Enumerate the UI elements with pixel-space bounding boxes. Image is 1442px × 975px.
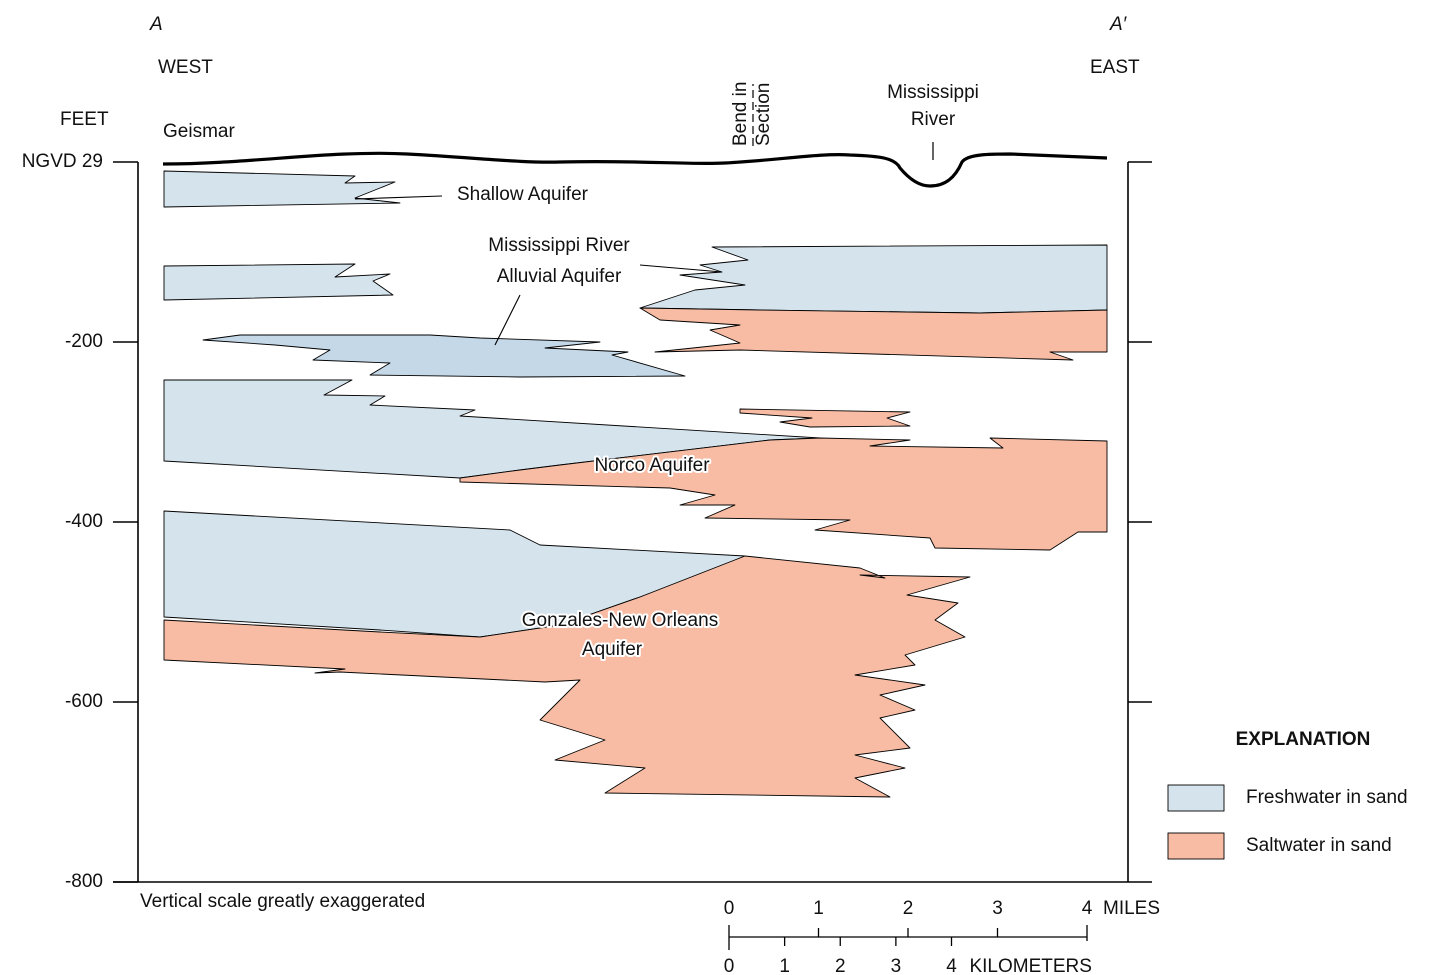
km-label: 1 xyxy=(779,956,790,975)
shallow-leader xyxy=(355,196,442,199)
cross-section: A A′ WEST EAST FEET Geismar Bend in Sect… xyxy=(0,0,1442,975)
bend-line-2: Section xyxy=(753,83,774,146)
gonzales-line-1: Gonzales-New Orleans xyxy=(522,610,718,631)
legend-label: Freshwater in sand xyxy=(1246,787,1408,808)
salt-lens xyxy=(740,409,910,427)
alluvial-lens xyxy=(203,335,685,377)
axis-tick-label: -400 xyxy=(65,511,103,532)
legend-title: EXPLANATION xyxy=(1236,729,1371,750)
axis-title: FEET xyxy=(60,109,109,130)
mile-label: 0 xyxy=(724,898,735,919)
bend-label: Bend in Section xyxy=(730,82,774,146)
legend-swatch xyxy=(1168,833,1224,859)
town-label: Geismar xyxy=(163,121,235,142)
axis-tick-label: -800 xyxy=(65,871,103,892)
legend-label: Saltwater in sand xyxy=(1246,835,1392,856)
mile-label: 4 xyxy=(1082,898,1093,919)
shallow-label: Shallow Aquifer xyxy=(457,184,589,205)
norco-label: Norco Aquifer xyxy=(594,455,710,476)
alluvial-east-salt xyxy=(640,308,1107,360)
section-end-a-prime: A′ xyxy=(1109,14,1128,35)
mile-label: 2 xyxy=(903,898,914,919)
axis-tick-label: -200 xyxy=(65,331,103,352)
east-label: EAST xyxy=(1090,57,1140,78)
scale-note: Vertical scale greatly exaggerated xyxy=(140,891,425,912)
km-unit: KILOMETERS xyxy=(969,956,1091,975)
river-line-2: River xyxy=(911,109,956,130)
datum-label: NGVD 29 xyxy=(22,151,103,172)
mile-label: 3 xyxy=(992,898,1003,919)
legend-swatch xyxy=(1168,785,1224,811)
alluvial-west xyxy=(164,264,393,300)
km-label: 2 xyxy=(835,956,846,975)
alluvial-line-2: Alluvial Aquifer xyxy=(497,266,622,287)
km-label: 0 xyxy=(724,956,735,975)
axis-tick-label: -600 xyxy=(65,691,103,712)
alluvial-east-fresh xyxy=(640,245,1107,313)
shallow-aquifer xyxy=(164,171,400,207)
km-label: 4 xyxy=(946,956,957,975)
km-label: 3 xyxy=(891,956,902,975)
bend-line-1: Bend in xyxy=(730,82,751,146)
mile-label: 1 xyxy=(813,898,824,919)
west-label: WEST xyxy=(158,57,213,78)
alluvial-line-1: Mississippi River xyxy=(488,235,630,256)
alluvial-leader-1 xyxy=(495,295,520,345)
section-end-a: A xyxy=(149,14,163,35)
miles-unit: MILES xyxy=(1103,898,1160,919)
river-line-1: Mississippi xyxy=(887,82,979,103)
gonzales-line-2: Aquifer xyxy=(582,639,643,660)
